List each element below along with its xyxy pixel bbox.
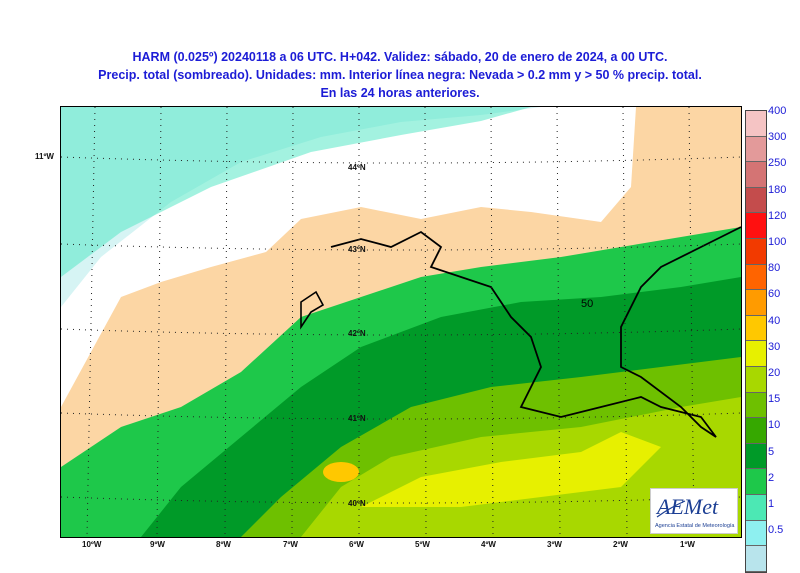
lat-label-42: 42ºN [348,329,366,338]
snow-contour-label: 50 [581,298,593,310]
colorbar-cell [746,366,766,393]
map-canvas: 50 [61,107,741,537]
lon-label-4w: 4ºW [481,540,496,549]
colorbar-cell [746,546,766,572]
lat-label-43: 43ºN [348,245,366,254]
graticule [61,107,741,537]
colorbar-tick-label: 250 [768,157,787,170]
colorbar-cell [746,392,766,419]
colorbar-tick-label: 80 [768,262,781,275]
colorbar-tick-label: 60 [768,288,781,301]
colorbar-tick-label: 2 [768,471,775,484]
colorbar-cell [746,443,766,470]
colorbar-tick-label: 30 [768,340,781,353]
precipitation-colorbar [745,110,767,573]
precip-max-40 [323,462,359,482]
lat-label-44: 44ºN [348,163,366,172]
lon-label-3w: 3ºW [547,540,562,549]
colorbar-cell [746,111,766,137]
precip-band-1 [61,107,531,277]
colorbar-cell [746,341,766,367]
svg-text:Agencia Estatal de Meteorologí: Agencia Estatal de Meteorología [655,523,735,529]
colorbar-tick-label: 0.5 [768,524,784,537]
colorbar-cell [746,418,766,444]
svg-text:AEMet: AEMet [655,494,719,519]
colorbar-tick-label: 10 [768,419,781,432]
colorbar-tick-label: 100 [768,236,787,248]
colorbar-cell [746,290,766,316]
colorbar-tick-label: 1 [768,498,775,510]
colorbar-cell [746,264,766,291]
aemet-logo: AEMet Agencia Estatal de Meteorología [650,488,738,534]
colorbar-tick-label: 300 [768,131,787,144]
colorbar-cell [746,238,766,265]
colorbar-cell [746,136,766,163]
lon-label-5w: 5ºW [415,540,430,549]
map-title-line-1: HARM (0.025º) 20240118 a 06 UTC. H+042. … [132,50,668,64]
map-title-line-3: En las 24 horas anteriores. [320,86,480,100]
lon-label-10w: 10ºW [82,540,102,549]
colorbar-tick-label: 180 [768,183,787,196]
lat-label-41: 41ºN [348,414,366,423]
precipitation-map: 50 44ºN 43ºN 42ºN 41ºN 40ºN [60,106,742,538]
colorbar-tick-label: 120 [768,209,787,222]
colorbar-tick-label: 40 [768,314,781,327]
lon-label-2w: 2ºW [613,540,628,549]
lon-label-7w: 7ºW [283,540,298,549]
map-title-line-2: Precip. total (sombreado). Unidades: mm.… [98,68,702,82]
colorbar-cell [746,162,766,188]
colorbar-tick-label: 5 [768,445,775,458]
lon-label-8w: 8ºW [216,540,231,549]
precip-south-30 [361,432,661,507]
snow-contour-west [300,290,325,330]
colorbar-cell [746,315,766,342]
colorbar-tick-label: 15 [768,393,781,406]
colorbar-cell [746,187,766,214]
colorbar-cell [746,469,766,495]
colorbar-tick-label: 400 [768,105,787,117]
colorbar-tick-label: 20 [768,367,781,379]
colorbar-cell [746,213,766,239]
colorbar-cell [746,520,766,547]
lat-label-40: 40ºN [348,499,366,508]
snow-contour [330,226,741,438]
lon-label-11w: 11ºW [35,152,54,161]
colorbar-cell [746,494,766,521]
lon-label-6w: 6ºW [349,540,364,549]
lon-label-9w: 9ºW [150,540,165,549]
lon-label-1w: 1ºW [680,540,695,549]
